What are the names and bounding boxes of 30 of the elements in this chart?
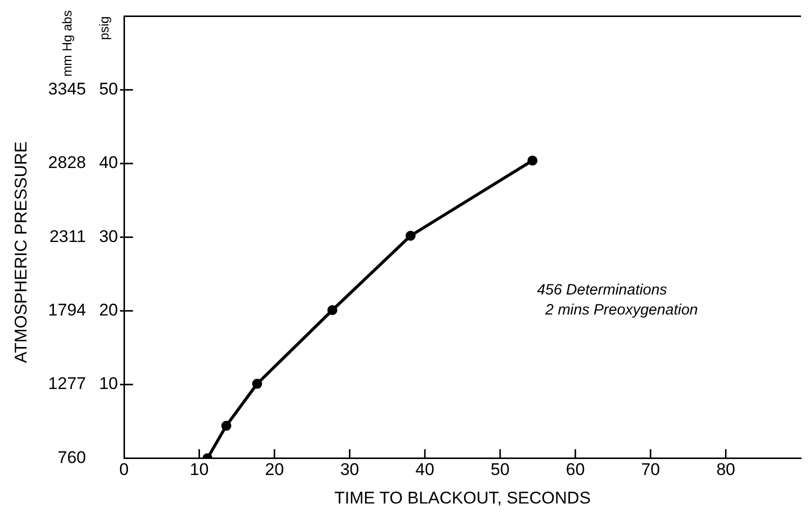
y-tick-label: 20 (99, 300, 118, 320)
x-tick-label: 60 (566, 460, 585, 480)
y2-tick-label: 2311 (49, 226, 86, 246)
x-tick-label: 10 (190, 460, 209, 480)
y2-axis-title: mm Hg abs (60, 10, 75, 77)
y2-tick-label: 1794 (48, 300, 86, 320)
point (252, 378, 262, 389)
x-tick-label: 30 (340, 460, 360, 480)
annotation: 456 Determinations 2 mins Preoxygenation (536, 281, 698, 318)
x-tick-label: 40 (415, 460, 434, 480)
x-axis-title: TIME TO BLACKOUT, SECONDS (334, 488, 591, 508)
y-tick-label: 10 (99, 374, 118, 394)
y-axis-title: psig (96, 16, 112, 40)
text: ATMOSPHERIC PRESSURE (12, 141, 31, 364)
y-tick-label: 40 (99, 153, 118, 172)
x-tick-label: 0 (119, 460, 129, 480)
y2-tick-label: 760 (58, 448, 86, 467)
point (406, 230, 416, 241)
x-tick-label: 70 (641, 460, 660, 480)
x-tick-label: 80 (716, 460, 736, 480)
point (221, 420, 232, 431)
y2-tick-label: 2828 (48, 153, 86, 172)
point (327, 305, 338, 316)
x-tick-label: 20 (264, 460, 284, 480)
y2-tick-label: 3345 (48, 80, 86, 99)
y-tick-label: 50 (99, 80, 118, 99)
x-tick-label: 50 (490, 460, 510, 480)
y2-tick-label: 1277 (48, 374, 86, 394)
y-tick-label: 30 (99, 226, 118, 246)
point (527, 156, 538, 166)
